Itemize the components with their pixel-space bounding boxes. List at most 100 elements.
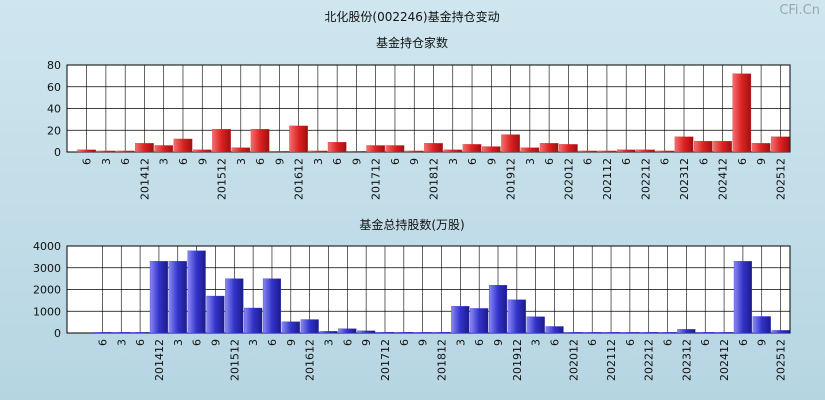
chart1-x-tick-label: 202312 (678, 158, 691, 200)
chart1-x-tick-label: 6 (466, 158, 479, 165)
chart1-x-tick-label: 6 (389, 158, 402, 165)
chart2-x-tick-label: 9 (492, 339, 505, 346)
chart1-x-tick-label: 3 (158, 158, 171, 165)
chart2-bar (526, 316, 545, 334)
chart1-x-tick-label: 201612 (293, 158, 306, 200)
chart1-x-tick-label: 201912 (505, 158, 518, 200)
chart1-y-tick-label: 20 (47, 124, 61, 137)
chart1-bar (424, 143, 443, 153)
chart1-bar (616, 149, 636, 153)
chart1-x-tick-label: 6 (119, 158, 132, 165)
chart2-x-tick-label: 6 (341, 339, 354, 346)
chart1-x-tick-label: 202012 (562, 158, 575, 200)
chart2-bar (639, 332, 658, 334)
chart2-x-tick-label: 3 (115, 339, 128, 346)
chart2-x-tick-label: 3 (322, 339, 335, 346)
chart1-x-tick-label: 201412 (138, 158, 151, 200)
chart2-bar (206, 295, 225, 334)
chart2-x-tick-label: 6 (266, 339, 279, 346)
chart2-x-tick-label: 201612 (304, 339, 317, 381)
chart2-x-tick-label: 6 (737, 339, 750, 346)
chart2-bar (677, 329, 696, 334)
chart1-x-tick-label: 6 (254, 158, 267, 165)
chart1-bar (173, 138, 193, 153)
chart2-x-tick-label: 3 (172, 339, 185, 346)
chart1-bar (231, 147, 251, 153)
chart2-x-tick-label: 201412 (153, 339, 166, 381)
chart2-bar (620, 332, 639, 334)
chart2-x-tick-label: 202312 (680, 339, 693, 381)
chart1-x-tick-label: 6 (620, 158, 633, 165)
chart1-bar (192, 149, 212, 153)
chart2-x-tick-label: 9 (285, 339, 298, 346)
chart2-bar (564, 332, 583, 334)
chart2-bar (771, 330, 790, 334)
chart2-x-tick-label: 201712 (379, 339, 392, 381)
chart2-bar (601, 332, 621, 334)
chart1-x-tick-label: 3 (235, 158, 248, 165)
chart2-x-tick-label: 201512 (228, 339, 241, 381)
chart1-x-tick-label: 3 (312, 158, 325, 165)
chart2-bar (319, 331, 338, 334)
chart1-x-tick-label: 202512 (774, 158, 787, 200)
chart2-bar (470, 308, 489, 334)
chart1-x-tick-label: 9 (485, 158, 498, 165)
chart1-bar (482, 146, 501, 153)
chart2-bar (658, 332, 677, 334)
chart1-bar (597, 150, 617, 153)
chart1-bar (308, 150, 328, 153)
chart1-bar (366, 145, 385, 153)
chart1-x-tick-label: 6 (736, 158, 749, 165)
chart1-x-tick-label: 9 (273, 158, 286, 165)
chart2-x-tick-label: 6 (549, 339, 562, 346)
chart1-bar (212, 129, 231, 153)
chart1-bar (270, 151, 289, 153)
chart2-bar (149, 261, 169, 334)
chart2-bar (187, 250, 206, 334)
chart1-bar (347, 151, 366, 153)
chart1-bar (732, 73, 752, 153)
chart1-x-tick-label: 6 (81, 158, 94, 165)
chart2-bar (451, 306, 470, 334)
chart1-bar (559, 144, 578, 153)
chart2-x-tick-label: 3 (454, 339, 467, 346)
chart2-bar (583, 332, 602, 334)
chart1-x-tick-label: 6 (177, 158, 190, 165)
chart2-bar (112, 332, 131, 334)
chart2-x-tick-label: 3 (530, 339, 543, 346)
chart1-bar (443, 149, 463, 153)
chart2-bar (432, 331, 451, 334)
chart2-y-tick-label: 3000 (33, 262, 61, 275)
chart1-bar (115, 150, 135, 153)
chart2-x-tick-label: 6 (699, 339, 712, 346)
chart1-bar (713, 140, 732, 153)
chart2-x-tick-label: 201912 (511, 339, 524, 381)
chart1-bar (539, 143, 559, 153)
chart2-x-tick-label: 202112 (605, 339, 618, 381)
chart2-bar (93, 332, 112, 334)
chart1-y-tick-label: 80 (47, 59, 61, 72)
chart2-bar (413, 332, 432, 334)
chart2-x-tick-label: 202412 (718, 339, 731, 381)
chart1-x-tick-label: 9 (408, 158, 421, 165)
chart1-bar (385, 145, 405, 153)
chart2-x-tick-label: 202512 (775, 339, 788, 381)
chart1-x-tick-label: 9 (196, 158, 209, 165)
chart2-x-tick-label: 6 (662, 339, 675, 346)
chart1-x-tick-label: 201512 (216, 158, 229, 200)
chart1-y-tick-label: 0 (54, 146, 61, 159)
chart-main-title: 北化股份(002246)基金持仓变动 (324, 9, 499, 24)
chart2-bar (338, 328, 357, 334)
chart1-bar (289, 125, 308, 153)
chart1-bar (771, 136, 790, 153)
chart1-bar (462, 144, 482, 153)
chart1-x-tick-label: 202212 (639, 158, 652, 200)
chart1-bar (578, 150, 597, 153)
chart2-x-tick-label: 6 (624, 339, 637, 346)
chart1-x-tick-label: 6 (543, 158, 556, 165)
chart1-x-tick-label: 6 (697, 158, 710, 165)
chart2-x-tick-label: 202012 (567, 339, 580, 381)
chart1-bar (655, 150, 675, 153)
chart1-bar (327, 142, 347, 153)
